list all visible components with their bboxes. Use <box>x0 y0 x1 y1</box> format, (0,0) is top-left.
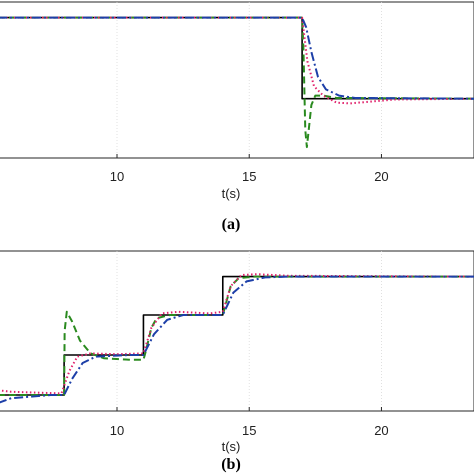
panel-label: (b) <box>221 456 241 473</box>
x-tick-label: 20 <box>374 169 388 184</box>
x-tick-label: 10 <box>110 423 124 438</box>
series-line-dashdot <box>0 275 474 404</box>
panel-label: (a) <box>222 216 241 233</box>
series-line-dashdot <box>0 16 474 100</box>
plot-area <box>0 250 474 412</box>
panel-b-chart: 10 15 20 t(s) (b) <box>0 250 474 473</box>
panel-a-chart: 10 15 20 t(s) (a) <box>0 1 474 233</box>
x-axis-label: t(s) <box>222 439 241 454</box>
x-axis-label: t(s) <box>222 186 241 201</box>
series-line-dashed <box>0 275 474 396</box>
plot-area <box>0 1 474 159</box>
series-group <box>0 16 474 149</box>
series-group <box>0 273 474 404</box>
x-tick-label: 15 <box>242 169 256 184</box>
x-tick-label: 20 <box>374 423 388 438</box>
series-line-dotted <box>0 273 474 395</box>
x-tick-label: 10 <box>110 169 124 184</box>
series-line-dashed <box>0 16 474 149</box>
x-tick-label: 15 <box>242 423 256 438</box>
